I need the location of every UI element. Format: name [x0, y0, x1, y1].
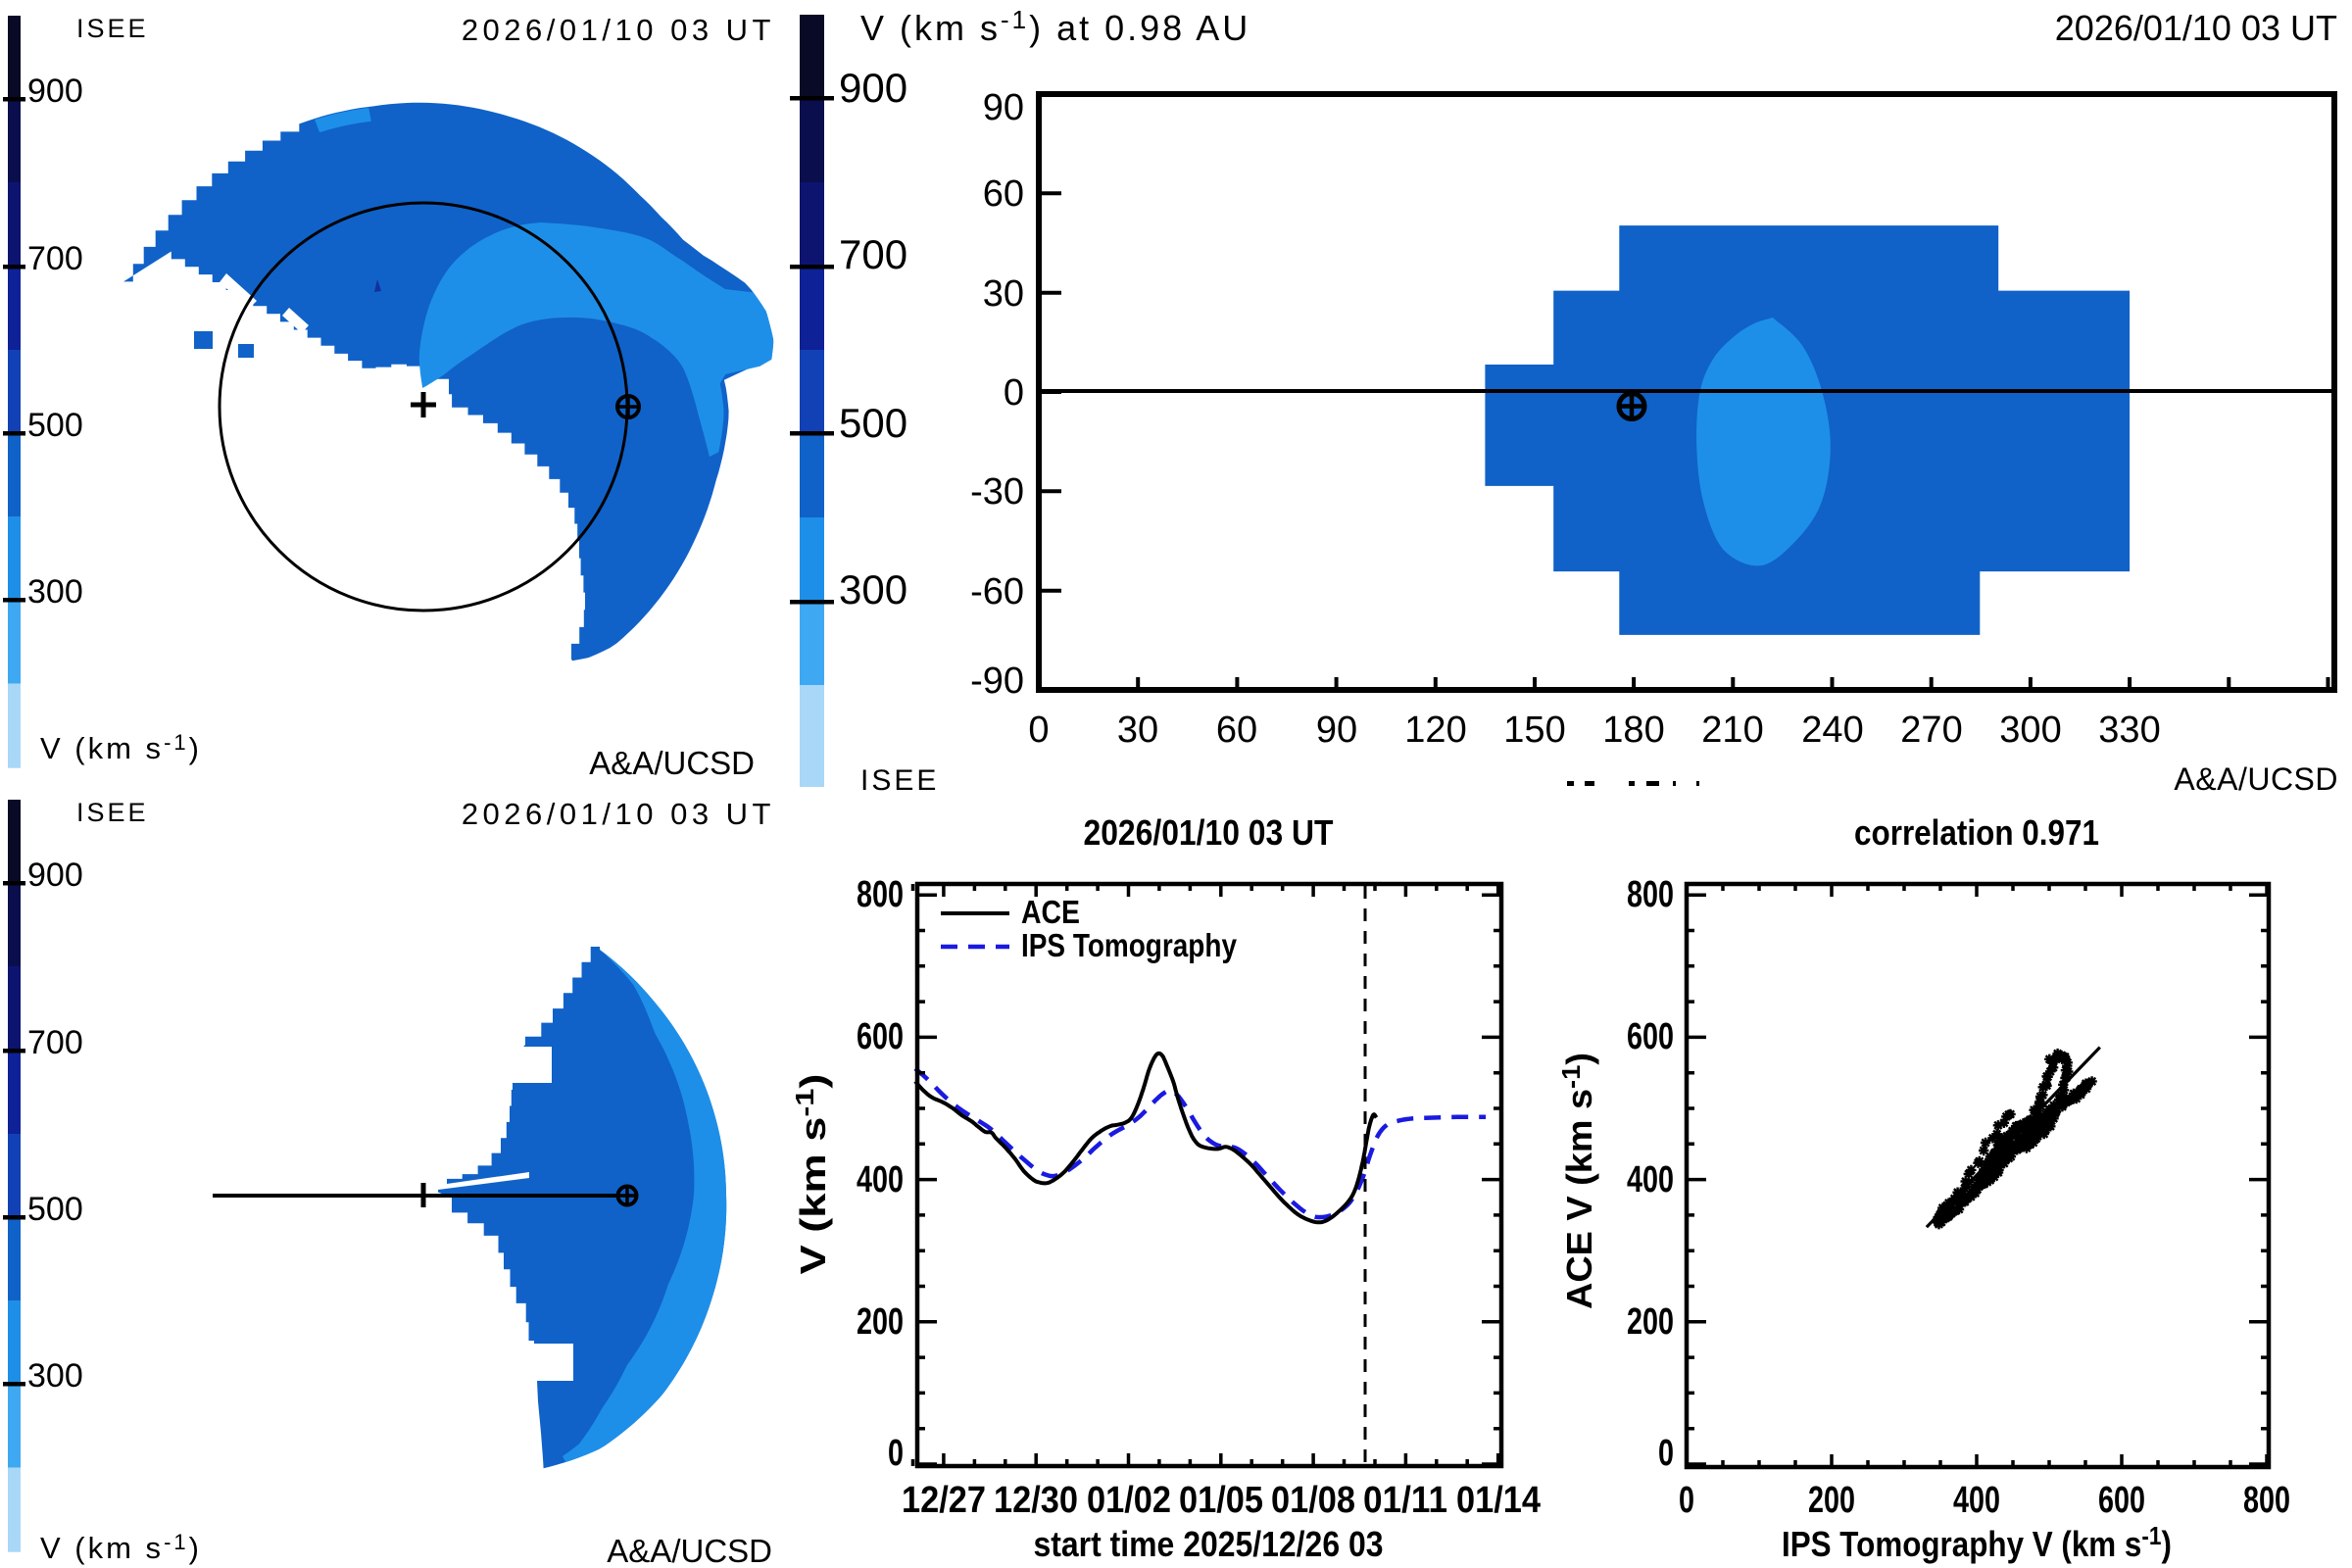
svg-text:800: 800	[857, 874, 904, 915]
svg-text:V (km s-1) at 0.98 AU: V (km s-1) at 0.98 AU	[860, 5, 1250, 48]
svg-text:A&A/UCSD: A&A/UCSD	[589, 745, 755, 781]
svg-text:01/11: 01/11	[1363, 1480, 1447, 1521]
svg-text:-60: -60	[970, 571, 1024, 612]
svg-text:800: 800	[1627, 874, 1674, 915]
svg-text:2026/01/10 03 UT: 2026/01/10 03 UT	[462, 13, 775, 47]
svg-text:A&A/UCSD: A&A/UCSD	[2174, 761, 2338, 797]
svg-text:300: 300	[27, 1357, 83, 1395]
svg-text:800: 800	[2243, 1480, 2290, 1521]
svg-text:300: 300	[839, 566, 907, 612]
svg-text:01/02: 01/02	[1087, 1480, 1171, 1521]
svg-text:200: 200	[857, 1301, 904, 1343]
svg-text:400: 400	[857, 1159, 904, 1200]
svg-text:2026/01/10 03 UT: 2026/01/10 03 UT	[462, 797, 775, 831]
svg-text:-30: -30	[970, 471, 1024, 513]
svg-text:60: 60	[1216, 710, 1257, 751]
svg-text:120: 120	[1404, 710, 1466, 751]
svg-text:01/05: 01/05	[1179, 1480, 1263, 1521]
svg-text:ISEE: ISEE	[76, 14, 149, 43]
svg-text:IPS Tomography: IPS Tomography	[1021, 927, 1238, 963]
svg-text:correlation 0.971: correlation 0.971	[1854, 812, 2099, 853]
svg-text:12/30: 12/30	[994, 1480, 1078, 1521]
svg-text:0: 0	[888, 1433, 904, 1474]
svg-text:400: 400	[1953, 1480, 2000, 1521]
svg-text:200: 200	[1627, 1301, 1674, 1343]
svg-text:270: 270	[1900, 710, 1962, 751]
svg-text:01/14: 01/14	[1456, 1480, 1541, 1521]
svg-text:900: 900	[27, 73, 83, 110]
svg-text:60: 60	[983, 173, 1024, 215]
svg-text:300: 300	[1999, 710, 2061, 751]
svg-text:600: 600	[2098, 1480, 2145, 1521]
svg-text:2026/01/10 03 UT: 2026/01/10 03 UT	[2055, 8, 2337, 48]
svg-text:700: 700	[27, 1024, 83, 1061]
svg-text:500: 500	[27, 407, 83, 444]
svg-text:300: 300	[27, 573, 83, 611]
svg-text:30: 30	[983, 273, 1024, 315]
svg-text:900: 900	[839, 65, 907, 111]
svg-text:180: 180	[1602, 710, 1664, 751]
svg-text:330: 330	[2098, 710, 2160, 751]
svg-text:IPS Tomography V (km s-1): IPS Tomography V (km s-1)	[1782, 1521, 2172, 1564]
svg-text:150: 150	[1503, 710, 1565, 751]
svg-text:2026/01/10 03 UT: 2026/01/10 03 UT	[1084, 812, 1334, 853]
svg-text:ACE: ACE	[1021, 894, 1080, 930]
svg-text:start time 2025/12/26 03: start time 2025/12/26 03	[1034, 1524, 1384, 1564]
svg-text:500: 500	[839, 400, 907, 446]
svg-text:240: 240	[1801, 710, 1863, 751]
svg-text:0: 0	[1004, 372, 1024, 414]
svg-text:900: 900	[27, 857, 83, 894]
svg-text:0: 0	[1679, 1480, 1694, 1521]
svg-text:600: 600	[857, 1016, 904, 1057]
svg-text:12/27: 12/27	[902, 1480, 986, 1521]
svg-text:600: 600	[1627, 1016, 1674, 1057]
svg-text:ISEE: ISEE	[76, 798, 149, 827]
svg-text:210: 210	[1701, 710, 1763, 751]
svg-text:01/08: 01/08	[1271, 1480, 1355, 1521]
svg-text:ISEE: ISEE	[860, 764, 939, 797]
svg-text:A&A/UCSD: A&A/UCSD	[607, 1533, 772, 1568]
svg-text:500: 500	[27, 1191, 83, 1228]
svg-text:0: 0	[1658, 1433, 1674, 1474]
svg-text:ACE V (km s-1): ACE V (km s-1)	[1556, 1053, 1599, 1309]
svg-text:700: 700	[27, 240, 83, 277]
svg-text:0: 0	[1028, 710, 1049, 751]
svg-text:400: 400	[1627, 1159, 1674, 1200]
svg-text:90: 90	[983, 87, 1024, 128]
svg-text:200: 200	[1808, 1480, 1855, 1521]
svg-text:30: 30	[1117, 710, 1158, 751]
svg-text:-90: -90	[970, 661, 1024, 702]
svg-text:700: 700	[839, 231, 907, 277]
svg-text:90: 90	[1316, 710, 1357, 751]
